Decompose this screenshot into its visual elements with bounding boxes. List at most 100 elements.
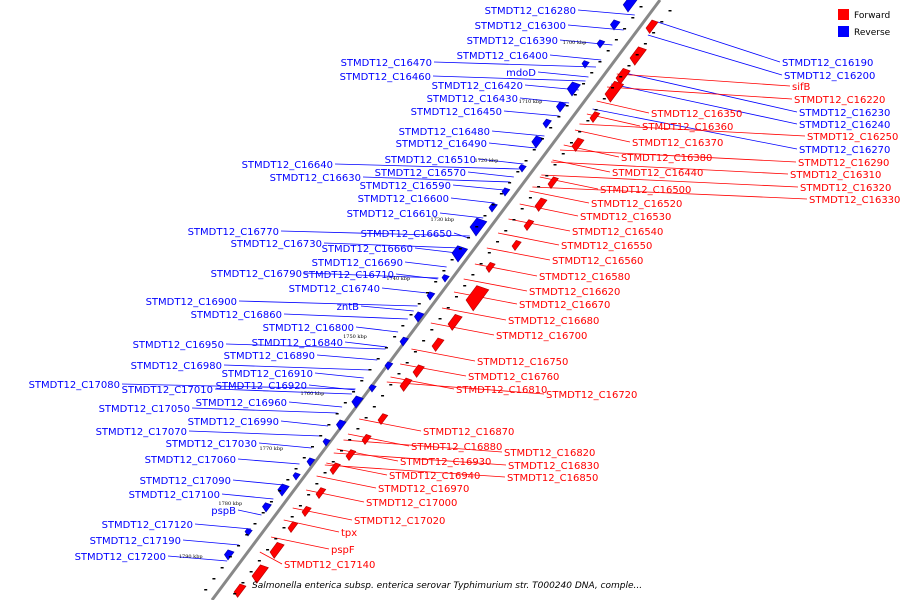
reverse-gene-arrow[interactable]: [351, 395, 364, 409]
gene-label[interactable]: STMDT12_C17080: [29, 380, 120, 391]
reverse-gene-arrow[interactable]: [262, 502, 272, 513]
forward-gene-arrow[interactable]: [345, 449, 357, 462]
gene-label[interactable]: STMDT12_C16330: [809, 195, 900, 206]
reverse-gene-arrow[interactable]: [531, 135, 544, 149]
gene-label[interactable]: STMDT12_C16650: [361, 229, 452, 240]
gene-label[interactable]: STMDT12_C16880: [411, 442, 502, 453]
gene-label[interactable]: STMDT12_C16270: [799, 145, 890, 156]
reverse-gene-arrow[interactable]: [414, 311, 425, 323]
gene-label[interactable]: STMDT12_C16850: [507, 473, 598, 484]
gene-label[interactable]: pspF: [331, 545, 355, 556]
gene-label[interactable]: sifB: [792, 82, 811, 93]
reverse-gene-arrow[interactable]: [441, 274, 450, 283]
reverse-gene-arrow[interactable]: [542, 118, 552, 129]
gene-label[interactable]: STMDT12_C16500: [600, 185, 691, 196]
gene-label[interactable]: STMDT12_C16190: [782, 58, 873, 69]
gene-label[interactable]: STMDT12_C16420: [432, 81, 523, 92]
gene-label[interactable]: pspB: [211, 506, 236, 517]
reverse-gene-arrow[interactable]: [622, 0, 638, 13]
gene-label[interactable]: STMDT12_C17140: [284, 560, 375, 571]
gene-label[interactable]: STMDT12_C16380: [621, 153, 712, 164]
forward-gene-arrow[interactable]: [251, 564, 269, 584]
gene-label[interactable]: STMDT12_C16440: [612, 168, 703, 179]
reverse-gene-arrow[interactable]: [610, 19, 621, 31]
reverse-gene-arrow[interactable]: [399, 336, 409, 347]
gene-label[interactable]: STMDT12_C16700: [496, 331, 587, 342]
forward-gene-arrow[interactable]: [523, 219, 535, 232]
gene-label[interactable]: STMDT12_C16580: [539, 272, 630, 283]
reverse-gene-arrow[interactable]: [451, 245, 469, 263]
gene-label[interactable]: STMDT12_C16830: [508, 461, 599, 472]
gene-label[interactable]: STMDT12_C16470: [341, 58, 432, 69]
forward-gene-arrow[interactable]: [412, 364, 425, 378]
gene-label[interactable]: STMDT12_C16510: [385, 155, 476, 166]
gene-label[interactable]: STMDT12_C17060: [145, 455, 236, 466]
reverse-gene-arrow[interactable]: [336, 419, 347, 431]
gene-label[interactable]: STMDT12_C16970: [378, 484, 469, 495]
gene-label[interactable]: STMDT12_C16390: [467, 36, 558, 47]
gene-label[interactable]: STMDT12_C16950: [133, 340, 224, 351]
gene-label[interactable]: STMDT12_C16590: [360, 181, 451, 192]
gene-label[interactable]: STMDT12_C16990: [188, 417, 279, 428]
forward-gene-arrow[interactable]: [399, 377, 413, 392]
gene-label[interactable]: STMDT12_C17020: [354, 516, 445, 527]
gene-label[interactable]: STMDT12_C16940: [389, 471, 480, 482]
gene-label[interactable]: STMDT12_C16400: [457, 51, 548, 62]
forward-gene-arrow[interactable]: [465, 285, 490, 312]
gene-label[interactable]: STMDT12_C16300: [475, 21, 566, 32]
gene-label[interactable]: STMDT12_C16670: [519, 300, 610, 311]
forward-gene-arrow[interactable]: [329, 462, 341, 476]
reverse-gene-arrow[interactable]: [469, 217, 488, 237]
gene-label[interactable]: STMDT12_C16520: [591, 199, 682, 210]
gene-label[interactable]: STMDT12_C16930: [400, 457, 491, 468]
forward-gene-arrow[interactable]: [604, 80, 625, 103]
gene-label[interactable]: STMDT12_C16770: [188, 227, 279, 238]
reverse-gene-arrow[interactable]: [518, 164, 527, 173]
forward-gene-arrow[interactable]: [447, 314, 463, 331]
gene-label[interactable]: STMDT12_C17190: [90, 536, 181, 547]
reverse-gene-arrow[interactable]: [596, 39, 606, 49]
gene-label[interactable]: STMDT12_C16810: [456, 385, 547, 396]
gene-label[interactable]: STMDT12_C17000: [366, 498, 457, 509]
gene-label[interactable]: STMDT12_C17200: [75, 552, 166, 563]
gene-label[interactable]: STMDT12_C16550: [561, 241, 652, 252]
gene-label[interactable]: STMDT12_C16900: [146, 297, 237, 308]
gene-label[interactable]: STMDT12_C16280: [485, 6, 576, 17]
reverse-gene-arrow[interactable]: [426, 291, 436, 301]
reverse-gene-arrow[interactable]: [488, 202, 498, 213]
gene-label[interactable]: STMDT12_C17010: [122, 385, 213, 396]
gene-label[interactable]: STMDT12_C16200: [784, 71, 875, 82]
gene-label[interactable]: STMDT12_C16920: [216, 381, 307, 392]
gene-label[interactable]: STMDT12_C16690: [312, 258, 403, 269]
gene-label[interactable]: STMDT12_C16790: [211, 269, 302, 280]
reverse-gene-arrow[interactable]: [224, 549, 235, 561]
forward-gene-arrow[interactable]: [571, 137, 585, 152]
gene-label[interactable]: STMDT12_C17100: [129, 490, 220, 501]
forward-gene-arrow[interactable]: [629, 46, 647, 66]
forward-gene-arrow[interactable]: [645, 19, 659, 34]
gene-label[interactable]: STMDT12_C17090: [140, 476, 231, 487]
forward-gene-arrow[interactable]: [547, 176, 559, 190]
gene-label[interactable]: STMDT12_C16760: [468, 372, 559, 383]
reverse-gene-arrow[interactable]: [277, 483, 290, 497]
gene-label[interactable]: STMDT12_C16230: [799, 108, 890, 119]
reverse-gene-arrow[interactable]: [581, 60, 590, 69]
gene-label[interactable]: STMDT12_C16220: [794, 95, 885, 106]
forward-gene-arrow[interactable]: [511, 240, 522, 252]
gene-label[interactable]: STMDT12_C16460: [340, 72, 431, 83]
forward-gene-arrow[interactable]: [361, 434, 372, 446]
gene-label[interactable]: STMDT12_C16450: [411, 107, 502, 118]
forward-gene-arrow[interactable]: [269, 542, 285, 559]
gene-label[interactable]: STMDT12_C16540: [572, 227, 663, 238]
gene-label[interactable]: mdoD: [506, 68, 536, 79]
gene-label[interactable]: STMDT12_C16660: [322, 244, 413, 255]
forward-gene-arrow[interactable]: [431, 337, 445, 352]
gene-label[interactable]: STMDT12_C16870: [423, 427, 514, 438]
forward-gene-arrow[interactable]: [589, 111, 601, 124]
gene-label[interactable]: STMDT12_C16640: [242, 160, 333, 171]
gene-label[interactable]: STMDT12_C16890: [224, 351, 315, 362]
gene-label[interactable]: STMDT12_C16800: [263, 323, 354, 334]
gene-label[interactable]: STMDT12_C17050: [99, 404, 190, 415]
gene-label[interactable]: STMDT12_C16360: [642, 122, 733, 133]
gene-label[interactable]: STMDT12_C16350: [651, 109, 742, 120]
